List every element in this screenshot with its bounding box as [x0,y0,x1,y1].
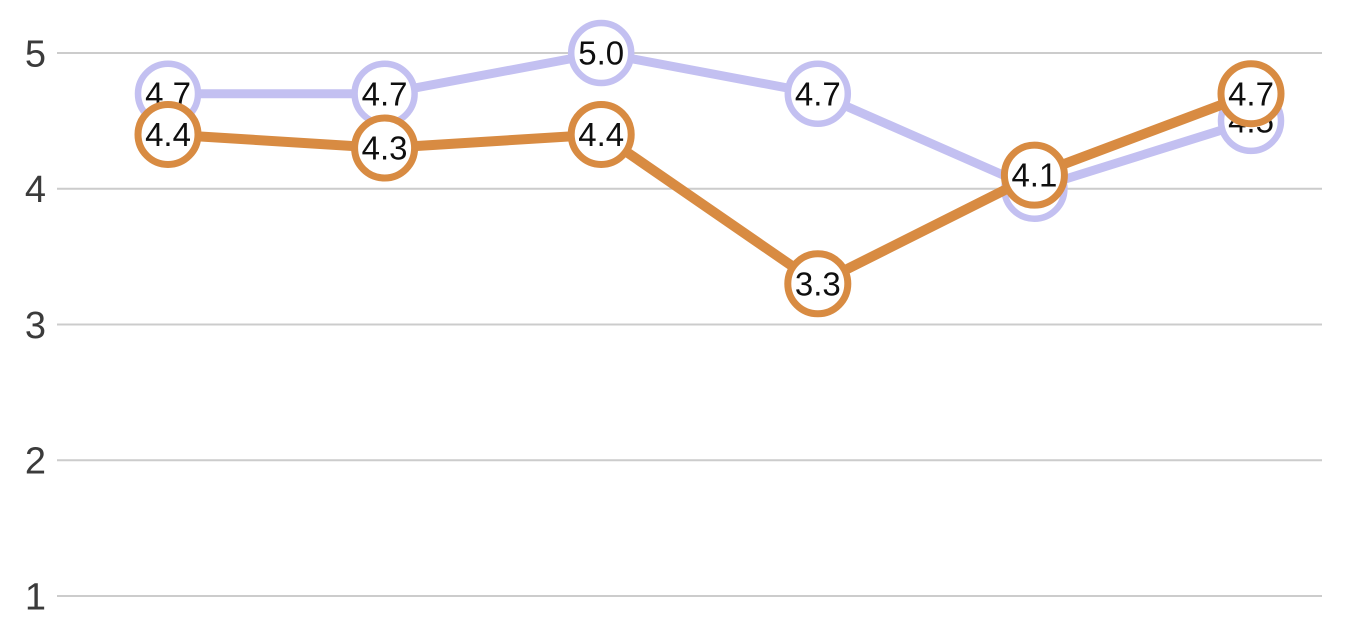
data-point [351,114,419,182]
data-point-label: 5.0 [578,35,624,72]
data-point-label: 4.7 [362,75,408,112]
data-point-label: 4.4 [145,116,191,153]
data-point [567,100,635,168]
data-point [567,19,635,87]
data-point-label: 4.7 [795,75,841,112]
y-axis-label: 4 [25,169,46,211]
y-axis-label: 5 [25,33,46,75]
y-axis-label: 3 [25,305,46,347]
data-point-label: 4.3 [362,130,408,167]
data-point [784,250,852,318]
data-point-label: 4.4 [578,116,624,153]
series-line [167,89,1253,289]
data-point [784,60,852,127]
series-line [168,48,1253,194]
data-point-label: 4.1 [1011,157,1057,194]
data-point [134,100,202,168]
data-point-label: 3.3 [795,265,841,302]
y-axis-label: 2 [25,441,46,483]
data-point-label: 4.7 [1228,75,1274,112]
data-point [1217,60,1285,128]
data-point [1000,141,1068,209]
y-axis-label: 1 [25,576,46,618]
